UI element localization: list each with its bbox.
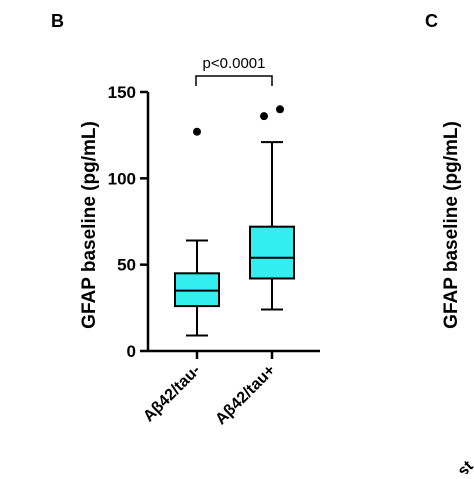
x-tick-label: Aβ42/tau- <box>140 362 204 426</box>
right-y-axis-label: GFAP baseline (pg/mL) <box>441 121 462 329</box>
y-tick-label: 150 <box>108 83 136 102</box>
panel-label-c: C <box>425 11 438 31</box>
right-x-tick-fragment: st <box>455 457 474 474</box>
outlier-point <box>193 127 201 136</box>
significance-label: p<0.0001 <box>203 55 266 72</box>
y-tick-label: 50 <box>117 256 136 275</box>
panel-label-b: B <box>51 11 64 31</box>
y-tick-label: 0 <box>127 342 136 361</box>
y-axis-label: GFAP baseline (pg/mL) <box>79 121 100 329</box>
x-tick-label: Aβ42/tau+ <box>212 362 278 428</box>
box <box>249 225 295 280</box>
outlier-point <box>260 112 268 121</box>
y-tick-label: 100 <box>108 169 136 188</box>
plot-area: 0 50 100 150 Aβ42/tau- Aβ42/tau+ <box>108 83 320 428</box>
outlier-point <box>276 105 284 114</box>
significance-bracket <box>195 75 273 86</box>
